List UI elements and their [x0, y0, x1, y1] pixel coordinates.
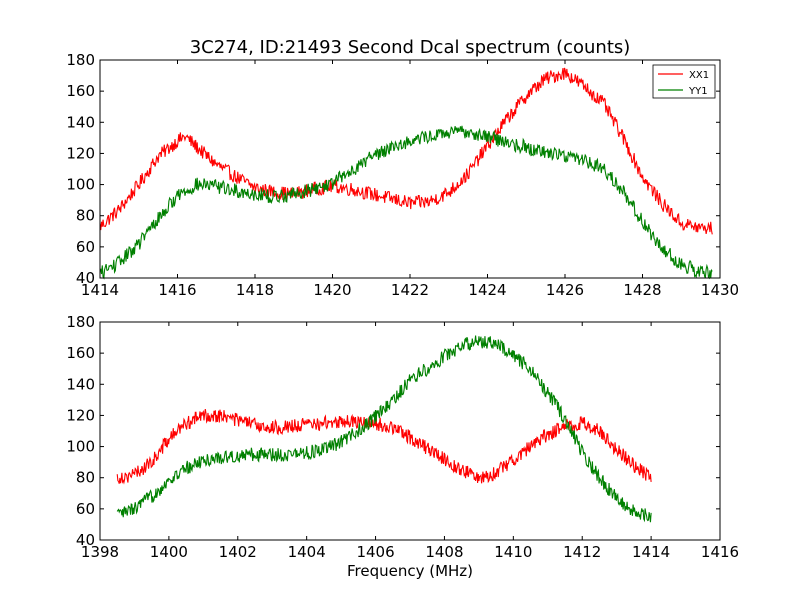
top-plot-lines	[99, 67, 713, 280]
x-tick-label: 1430	[701, 281, 739, 299]
y-tick-label: 160	[66, 344, 95, 362]
x-tick-label: 1398	[81, 543, 119, 561]
legend-label-yy1: YY1	[688, 86, 708, 97]
y-tick-label: 140	[66, 375, 95, 393]
x-tick-label: 1424	[468, 281, 506, 299]
series-line-yy1	[99, 125, 713, 280]
x-tick-label: 1410	[494, 543, 532, 561]
x-tick-label: 1422	[391, 281, 429, 299]
x-tick-label: 1404	[288, 543, 326, 561]
x-tick-label: 1414	[632, 543, 670, 561]
x-tick-label: 1420	[313, 281, 351, 299]
x-tick-label: 1414	[81, 281, 119, 299]
y-tick-label: 40	[76, 269, 95, 287]
series-line-yy1	[116, 335, 652, 523]
y-tick-label: 80	[76, 207, 95, 225]
y-tick-label: 40	[76, 531, 95, 549]
series-line-xx1	[116, 409, 652, 485]
x-tick-label: 1408	[425, 543, 463, 561]
y-tick-label: 120	[66, 406, 95, 424]
bottom-axis-tick-labels: 1398 1400 1402 1404 1406 1408 1410 1412 1414 1416…	[66, 313, 739, 561]
y-tick-label: 180	[66, 51, 95, 69]
y-tick-label: 160	[66, 82, 95, 100]
y-tick-label: 140	[66, 113, 95, 131]
y-tick-label: 60	[76, 238, 95, 256]
y-tick-label: 80	[76, 469, 95, 487]
x-tick-label: 1412	[563, 543, 601, 561]
x-tick-label: 1428	[623, 281, 661, 299]
y-tick-label: 100	[66, 438, 95, 456]
bottom-axes-frame	[99, 321, 721, 541]
top-subplot: 1414 1416 1418 1420 1422 1424 1426 1428 1430 40 60…	[66, 51, 739, 299]
bottom-plot-lines	[116, 335, 652, 523]
x-tick-label: 1426	[546, 281, 584, 299]
legend-label-xx1: XX1	[689, 70, 709, 81]
x-tick-label: 1418	[236, 281, 274, 299]
legend: XX1 YY1	[652, 64, 716, 99]
y-tick-label: 60	[76, 500, 95, 518]
y-tick-label: 180	[66, 313, 95, 331]
x-axis-label: Frequency (MHz)	[347, 562, 473, 580]
x-tick-label: 1416	[701, 543, 739, 561]
y-tick-label: 120	[66, 144, 95, 162]
x-tick-label: 1402	[219, 543, 257, 561]
y-tick-label: 100	[66, 176, 95, 194]
top-axes-frame	[99, 59, 721, 279]
bottom-subplot: 1398 1400 1402 1404 1406 1408 1410 1412 1414 1416…	[66, 313, 739, 561]
x-tick-label: 1400	[150, 543, 188, 561]
legend-box	[652, 64, 716, 99]
x-tick-label: 1406	[356, 543, 394, 561]
series-line-xx1	[99, 67, 713, 235]
x-tick-label: 1416	[158, 281, 196, 299]
chart-title: 3C274, ID:21493 Second Dcal spectrum (co…	[190, 37, 631, 58]
top-axis-tick-labels: 1414 1416 1418 1420 1422 1424 1426 1428 1430 40 60…	[66, 51, 739, 299]
